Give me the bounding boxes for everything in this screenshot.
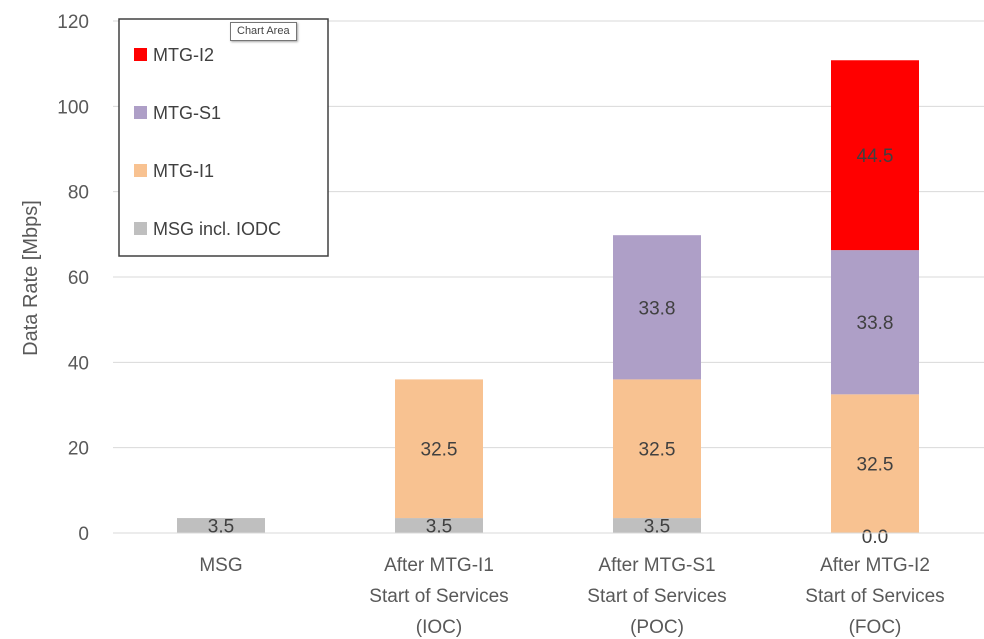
y-tick-label: 120 bbox=[57, 12, 89, 33]
bar-segment[interactable] bbox=[613, 379, 701, 519]
y-tick-label: 60 bbox=[68, 268, 89, 289]
y-axis-label: Data Rate [Mbps] bbox=[20, 200, 42, 356]
category-label: After MTG-I2 Start of Services (FOC) bbox=[805, 555, 944, 638]
bar-segment[interactable] bbox=[613, 518, 701, 533]
legend[interactable]: MTG-I2 MTG-S1 MTG-I1 MSG incl. IODC bbox=[118, 18, 329, 257]
y-axis-ticks: 0 20 40 60 80 100 120 bbox=[57, 12, 89, 545]
y-tick-label: 100 bbox=[57, 97, 89, 118]
data-label: 3.5 bbox=[426, 517, 452, 538]
data-label: 32.5 bbox=[857, 455, 894, 476]
y-tick-label: 80 bbox=[68, 183, 89, 204]
legend-swatch bbox=[134, 222, 147, 235]
data-label: 3.5 bbox=[644, 517, 670, 538]
legend-swatch bbox=[134, 106, 147, 119]
category-label: MSG bbox=[199, 555, 242, 576]
bar-segment[interactable] bbox=[395, 518, 483, 533]
legend-box bbox=[118, 18, 329, 257]
category-labels: MSG After MTG-I1 Start of Services (IOC) Aft… bbox=[199, 555, 944, 638]
category-label: After MTG-S1 Start of Services (POC) bbox=[587, 555, 726, 638]
bars bbox=[177, 60, 919, 533]
legend-entry-label: MTG-I1 bbox=[153, 161, 214, 181]
data-label: 3.5 bbox=[208, 517, 234, 538]
data-label: 44.5 bbox=[857, 146, 894, 167]
y-tick-label: 0 bbox=[78, 524, 89, 545]
data-label: 32.5 bbox=[421, 440, 458, 461]
legend-swatch bbox=[134, 48, 147, 61]
category-label: After MTG-I1 Start of Services (IOC) bbox=[369, 555, 508, 638]
bar-segment[interactable] bbox=[831, 60, 919, 251]
bar-segment[interactable] bbox=[831, 394, 919, 533]
y-tick-label: 40 bbox=[68, 353, 89, 374]
data-labels: 3.5 3.5 32.5 3.5 32.5 33.8 0.0 32.5 33.8 44.5 bbox=[208, 146, 894, 548]
bar-segment[interactable] bbox=[831, 250, 919, 395]
bar-segment[interactable] bbox=[613, 235, 701, 380]
legend-entry-label: MTG-S1 bbox=[153, 103, 221, 123]
chart-area-tooltip: Chart Area bbox=[230, 22, 297, 41]
legend-swatch bbox=[134, 164, 147, 177]
data-label: 0.0 bbox=[862, 527, 888, 548]
legend-entry-label: MSG incl. IODC bbox=[153, 219, 281, 239]
bar-segment[interactable] bbox=[395, 379, 483, 519]
bar-segment[interactable] bbox=[177, 518, 265, 533]
y-tick-label: 20 bbox=[68, 439, 89, 460]
data-label: 33.8 bbox=[857, 313, 894, 334]
data-label: 32.5 bbox=[639, 440, 676, 461]
data-label: 33.8 bbox=[639, 298, 676, 319]
legend-entry-label: MTG-I2 bbox=[153, 45, 214, 65]
